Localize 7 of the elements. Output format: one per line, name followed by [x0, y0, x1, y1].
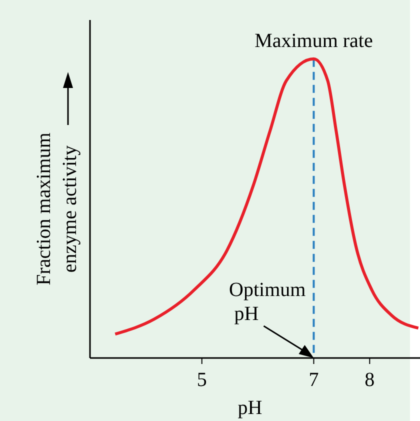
y-axis-title: Fraction maximum enzyme activity	[33, 132, 81, 286]
x-tick-label: 5	[196, 369, 207, 391]
x-axis-title: pH	[238, 397, 262, 419]
x-tick-label: 7	[308, 369, 319, 391]
x-tick-label: 8	[364, 369, 375, 391]
annotation: Maximum rate	[254, 30, 373, 52]
annotation: Optimum pH	[229, 279, 306, 325]
